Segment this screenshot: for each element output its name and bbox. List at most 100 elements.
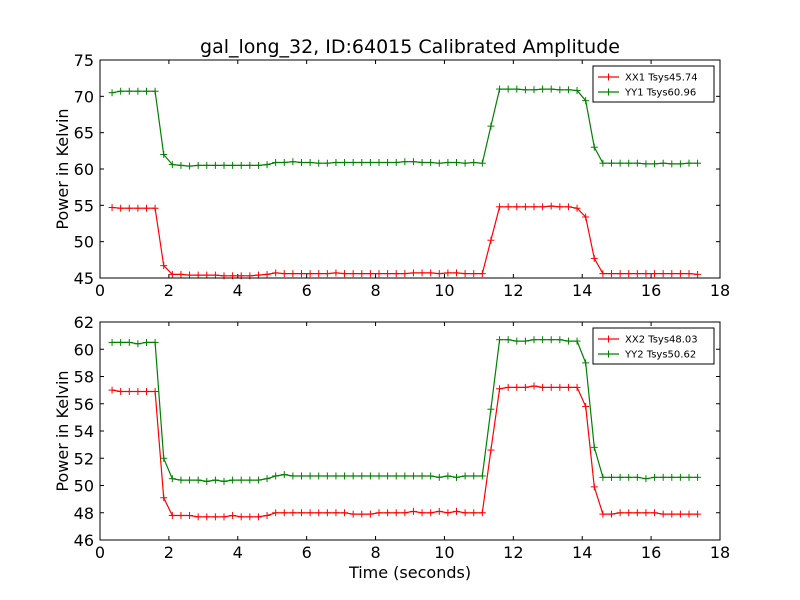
data-point [444, 269, 452, 277]
data-point [151, 204, 159, 212]
data-point [633, 509, 641, 517]
data-point [427, 472, 435, 480]
data-point [332, 509, 340, 517]
x-tick-label: 8 [370, 281, 380, 300]
data-point [521, 337, 529, 345]
data-point [298, 158, 305, 166]
data-point [134, 387, 142, 395]
data-point [349, 270, 357, 278]
data-point [564, 203, 572, 211]
data-point [513, 383, 521, 391]
legend: XX2 Tsys48.03 YY2 Tsys50.62 [592, 327, 715, 365]
data-point [504, 203, 512, 211]
data-point [323, 159, 331, 167]
data-point [177, 270, 185, 278]
data-point [496, 85, 504, 93]
data-point [530, 203, 538, 211]
data-point [272, 509, 280, 517]
y-tick-label: 56 [74, 395, 94, 414]
data-point [539, 203, 547, 211]
data-point [229, 476, 237, 484]
data-point [298, 509, 305, 517]
data-point [280, 158, 288, 166]
data-point [633, 473, 641, 481]
data-point [599, 159, 607, 167]
data-point [521, 383, 529, 391]
data-point [263, 511, 271, 519]
data-point [298, 472, 305, 480]
data-point [668, 160, 676, 168]
data-point [599, 510, 607, 518]
data-point [504, 383, 512, 391]
data-point [668, 510, 676, 518]
y-tick-label: 50 [74, 477, 94, 496]
data-point [694, 159, 702, 167]
data-point [203, 161, 211, 169]
data-point [194, 476, 202, 484]
data-point [564, 337, 572, 345]
data-point [651, 160, 659, 168]
data-point [676, 160, 684, 168]
data-point [608, 270, 615, 278]
data-point [418, 509, 426, 517]
data-point [409, 269, 417, 277]
data-point [668, 473, 676, 481]
data-point [341, 509, 349, 517]
data-point [676, 510, 684, 518]
data-point [272, 158, 280, 166]
data-point [143, 87, 150, 95]
data-point [289, 270, 297, 278]
data-point [487, 236, 495, 244]
data-point [625, 473, 633, 481]
y-tick-label: 48 [74, 504, 94, 523]
data-point [625, 159, 633, 167]
data-point [453, 507, 460, 515]
data-point [694, 510, 702, 518]
figure-title: gal_long_32, ID:64015 Calibrated Amplitu… [200, 36, 620, 58]
data-point [642, 475, 650, 483]
data-point [168, 475, 176, 483]
data-point [599, 473, 607, 481]
data-point [427, 269, 435, 277]
data-point [453, 158, 460, 166]
data-point [418, 472, 426, 480]
legend-label: YY1 Tsys60.96 [624, 88, 696, 99]
data-point [461, 270, 469, 278]
data-point [323, 509, 331, 517]
data-point [211, 161, 219, 169]
data-point [539, 85, 547, 93]
data-point [375, 509, 383, 517]
data-point [289, 158, 297, 166]
y-tick-label: 45 [74, 269, 94, 288]
data-point [366, 510, 374, 518]
data-point [556, 203, 564, 211]
data-point [444, 472, 452, 480]
x-tick-label: 2 [164, 281, 174, 300]
data-point [676, 473, 684, 481]
data-point [685, 159, 693, 167]
data-point [151, 387, 159, 395]
data-point [392, 472, 400, 480]
data-point [229, 511, 237, 519]
y-tick-label: 55 [74, 196, 94, 215]
data-point [358, 472, 366, 480]
data-point [237, 476, 245, 484]
x-tick-label: 4 [233, 281, 243, 300]
data-point [513, 337, 521, 345]
data-point [332, 269, 340, 277]
data-point [685, 270, 693, 278]
data-point [582, 402, 590, 410]
data-point [177, 476, 185, 484]
data-point [625, 509, 633, 517]
data-point [151, 87, 159, 95]
data-point [453, 269, 460, 277]
y-tick-label: 60 [74, 160, 94, 179]
data-point [237, 161, 245, 169]
data-point [573, 383, 581, 391]
data-point [547, 202, 555, 210]
data-point [237, 513, 245, 521]
data-point [392, 158, 400, 166]
data-point [160, 150, 168, 158]
